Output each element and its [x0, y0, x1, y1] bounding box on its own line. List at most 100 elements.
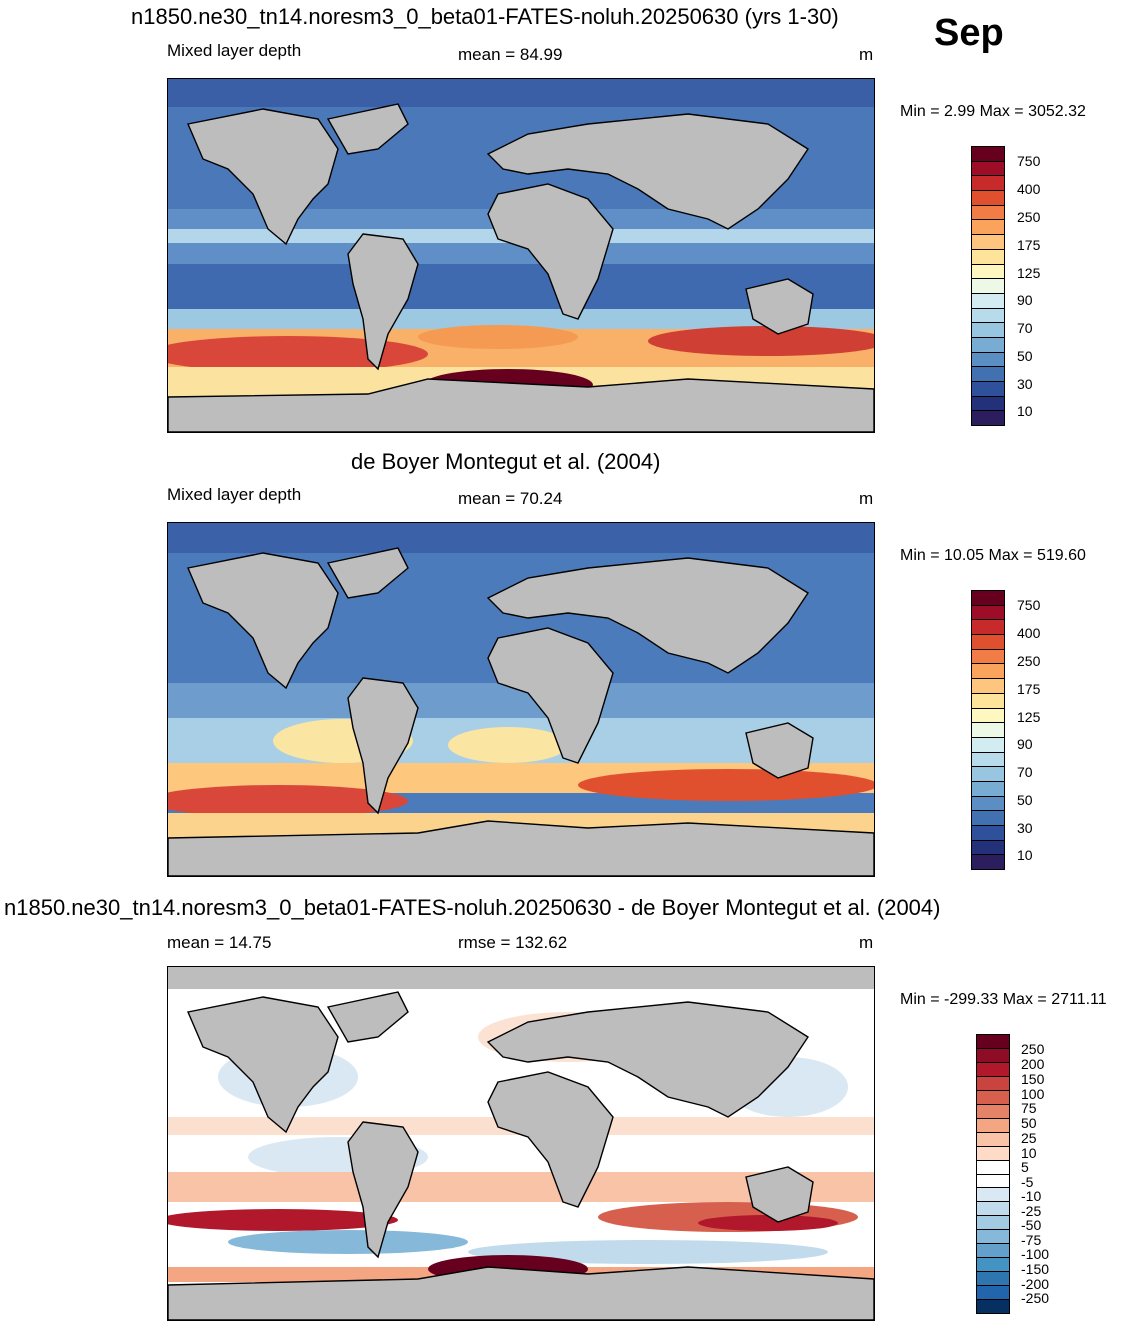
colorbar-label: -10 — [1021, 1188, 1042, 1204]
colorbar-label: -50 — [1021, 1217, 1042, 1233]
colorbar-label: 175 — [1017, 237, 1041, 253]
colorbar-swatch — [977, 1159, 1009, 1174]
colorbar-swatch — [977, 1257, 1009, 1272]
colorbar-swatch — [972, 751, 1004, 767]
colorbar-swatch — [972, 678, 1004, 693]
colorbar-swatch — [972, 663, 1004, 679]
colorbar-swatch — [972, 307, 1004, 323]
colorbar-swatch — [977, 1075, 1009, 1090]
colorbar-swatch — [972, 839, 1004, 855]
colorbar-swatch — [977, 1187, 1009, 1202]
panel-1-units: m — [859, 45, 874, 64]
colorbar-swatch — [977, 1061, 1009, 1076]
colorbar-swatch — [972, 410, 1004, 426]
colorbar-swatch — [972, 648, 1004, 664]
colorbar-swatch — [972, 619, 1004, 635]
panel-1-title: n1850.ne30_tn14.noresm3_0_beta01-FATES-n… — [131, 4, 839, 29]
colorbar-label: 70 — [1017, 320, 1033, 336]
panel-1-variable-label: Mixed layer depth — [167, 41, 302, 60]
panel-3-title: n1850.ne30_tn14.noresm3_0_beta01-FATES-n… — [4, 895, 941, 920]
colorbar-swatch — [972, 766, 1004, 781]
colorbar-swatch — [972, 854, 1004, 870]
panel-1-mean-label: mean = 84.99 — [458, 45, 563, 64]
colorbar-label: 70 — [1017, 764, 1033, 780]
colorbar-label: 125 — [1017, 265, 1041, 281]
colorbar-label: 90 — [1017, 736, 1033, 752]
colorbar-label: 10 — [1021, 1145, 1037, 1161]
colorbar-label: -75 — [1021, 1232, 1042, 1248]
colorbar-label: 750 — [1017, 153, 1041, 169]
colorbar-swatch — [977, 1035, 1009, 1048]
panel-3-minmax: Min = -299.33 Max = 2711.11 — [900, 991, 1107, 1008]
panel-2-mean-label: mean = 70.24 — [458, 489, 563, 508]
colorbar-swatch — [977, 1271, 1009, 1286]
colorbar-swatch — [972, 219, 1004, 235]
panel-2-map-graphic — [168, 523, 874, 876]
colorbar-label: 50 — [1021, 1115, 1037, 1131]
colorbar-swatch — [977, 1285, 1009, 1300]
colorbar-swatch — [977, 1173, 1009, 1188]
colorbar-swatch — [972, 591, 1004, 605]
colorbar-label: 50 — [1017, 348, 1033, 364]
colorbar-swatch — [972, 736, 1004, 752]
month-label: Sep — [934, 12, 1004, 54]
colorbar-label: 100 — [1021, 1086, 1045, 1102]
colorbar-swatch — [972, 366, 1004, 381]
panel-2-title: de Boyer Montegut et al. (2004) — [351, 449, 661, 474]
colorbar-swatch — [972, 204, 1004, 220]
colorbar-swatch — [972, 604, 1004, 620]
colorbar-label: 90 — [1017, 292, 1033, 308]
colorbar-label: 175 — [1017, 681, 1041, 697]
colorbar-swatch — [977, 1201, 1009, 1216]
colorbar-label: 150 — [1021, 1071, 1045, 1087]
colorbar-label: -5 — [1021, 1174, 1034, 1190]
colorbar-swatch — [972, 160, 1004, 176]
colorbar-swatch — [977, 1243, 1009, 1258]
colorbar-swatch — [977, 1215, 1009, 1230]
colorbar-swatch — [972, 175, 1004, 191]
colorbar-label: -150 — [1021, 1261, 1050, 1277]
panel-3-map — [167, 966, 875, 1321]
colorbar-label: -250 — [1021, 1290, 1050, 1306]
panel-1-map-graphic — [168, 79, 874, 432]
colorbar-swatch — [977, 1131, 1009, 1146]
colorbar-label: 5 — [1021, 1159, 1029, 1175]
colorbar-swatch — [972, 381, 1004, 396]
colorbar-swatch — [972, 234, 1004, 249]
colorbar-label: -25 — [1021, 1203, 1042, 1219]
panel-3-mean-label: mean = 14.75 — [167, 933, 272, 952]
colorbar-swatch — [972, 825, 1004, 840]
colorbar-swatch — [972, 263, 1004, 279]
colorbar-swatch — [972, 278, 1004, 293]
panel-1-map — [167, 78, 875, 433]
colorbar-swatch — [972, 634, 1004, 649]
colorbar-label: 250 — [1021, 1041, 1045, 1057]
colorbar-swatch — [977, 1117, 1009, 1132]
panel-2-units: m — [859, 489, 874, 508]
colorbar-label: 250 — [1017, 209, 1041, 225]
colorbar-label: -200 — [1021, 1276, 1050, 1292]
colorbar-label: 400 — [1017, 625, 1041, 641]
colorbar-label: 250 — [1017, 653, 1041, 669]
colorbar-swatch — [972, 292, 1004, 308]
colorbar-swatch — [972, 336, 1004, 352]
colorbar-label: 50 — [1017, 792, 1033, 808]
colorbar-label: -100 — [1021, 1246, 1050, 1262]
colorbar-swatch — [977, 1229, 1009, 1244]
panel-3-map-graphic — [168, 967, 874, 1320]
panel-1-colorbar — [971, 146, 1005, 426]
colorbar-label: 10 — [1017, 403, 1033, 419]
colorbar-swatch — [972, 810, 1004, 825]
colorbar-swatch — [972, 190, 1004, 205]
colorbar-label: 25 — [1021, 1130, 1037, 1146]
colorbar-swatch — [977, 1299, 1009, 1314]
colorbar-swatch — [972, 722, 1004, 737]
panel-1-minmax: Min = 2.99 Max = 3052.32 — [900, 103, 1086, 120]
colorbar-swatch — [972, 780, 1004, 796]
colorbar-label: 75 — [1021, 1100, 1037, 1116]
colorbar-label: 125 — [1017, 709, 1041, 725]
panel-3-colorbar — [976, 1034, 1010, 1314]
colorbar-swatch — [977, 1103, 1009, 1118]
panel-3-rmse-label: rmse = 132.62 — [458, 933, 568, 952]
colorbar-swatch — [972, 795, 1004, 811]
